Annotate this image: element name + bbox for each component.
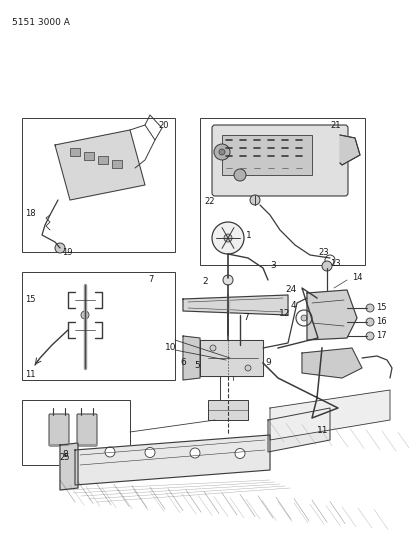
FancyBboxPatch shape: [49, 414, 69, 446]
Bar: [98, 156, 108, 164]
Text: 9: 9: [264, 359, 270, 367]
Text: 13: 13: [329, 259, 340, 268]
Polygon shape: [55, 130, 145, 200]
Bar: [200, 118, 364, 265]
Text: 18: 18: [25, 209, 36, 218]
Text: 17: 17: [375, 332, 386, 341]
Text: 21: 21: [329, 121, 339, 130]
Polygon shape: [301, 348, 361, 378]
FancyBboxPatch shape: [211, 125, 347, 196]
Circle shape: [55, 243, 65, 253]
Polygon shape: [182, 336, 200, 380]
Circle shape: [81, 311, 89, 319]
Polygon shape: [267, 408, 329, 452]
Circle shape: [365, 332, 373, 340]
Text: 3: 3: [270, 261, 275, 270]
Bar: [112, 160, 122, 168]
Text: 22: 22: [204, 197, 214, 206]
Text: 11: 11: [25, 370, 36, 379]
Bar: [22, 118, 175, 252]
Polygon shape: [306, 290, 356, 340]
Circle shape: [105, 447, 115, 457]
Text: 10: 10: [164, 343, 175, 352]
Polygon shape: [270, 390, 389, 440]
Text: 23: 23: [317, 248, 328, 257]
Text: 15: 15: [25, 295, 36, 304]
Text: 7: 7: [243, 313, 248, 322]
Bar: [221, 135, 311, 175]
Polygon shape: [339, 135, 359, 165]
Text: 11: 11: [316, 426, 328, 435]
Circle shape: [249, 195, 259, 205]
Circle shape: [321, 261, 331, 271]
Polygon shape: [75, 435, 270, 485]
Bar: [70, 148, 80, 156]
Text: 5: 5: [194, 361, 200, 370]
Polygon shape: [182, 295, 287, 315]
Circle shape: [213, 144, 229, 160]
Polygon shape: [200, 340, 262, 376]
Circle shape: [145, 448, 155, 457]
Bar: [207, 400, 247, 420]
Text: 14: 14: [351, 273, 362, 282]
Circle shape: [365, 304, 373, 312]
Text: 6: 6: [180, 359, 186, 367]
Circle shape: [234, 448, 245, 458]
Text: 1: 1: [245, 230, 251, 239]
Polygon shape: [60, 443, 78, 490]
Circle shape: [211, 222, 243, 254]
Text: 16: 16: [375, 318, 386, 327]
Circle shape: [223, 234, 231, 242]
Circle shape: [234, 169, 245, 181]
Circle shape: [245, 365, 250, 371]
Text: 25: 25: [60, 453, 70, 462]
Circle shape: [365, 318, 373, 326]
Text: 5151 3000 A: 5151 3000 A: [12, 18, 70, 27]
Text: 12: 12: [278, 309, 289, 318]
Text: 24: 24: [285, 286, 296, 295]
Text: 4: 4: [290, 301, 296, 310]
Text: 19: 19: [62, 248, 72, 257]
Bar: [22, 272, 175, 380]
Circle shape: [189, 448, 200, 458]
Text: 8: 8: [62, 450, 68, 459]
Text: 20: 20: [157, 121, 168, 130]
Text: 7: 7: [148, 275, 153, 284]
Text: 2: 2: [202, 278, 207, 287]
FancyBboxPatch shape: [77, 414, 97, 446]
Circle shape: [300, 315, 306, 321]
Circle shape: [222, 275, 232, 285]
Circle shape: [209, 345, 216, 351]
Bar: [22, 400, 130, 465]
Text: 15: 15: [375, 303, 386, 312]
Bar: [84, 152, 94, 160]
Circle shape: [218, 149, 225, 155]
